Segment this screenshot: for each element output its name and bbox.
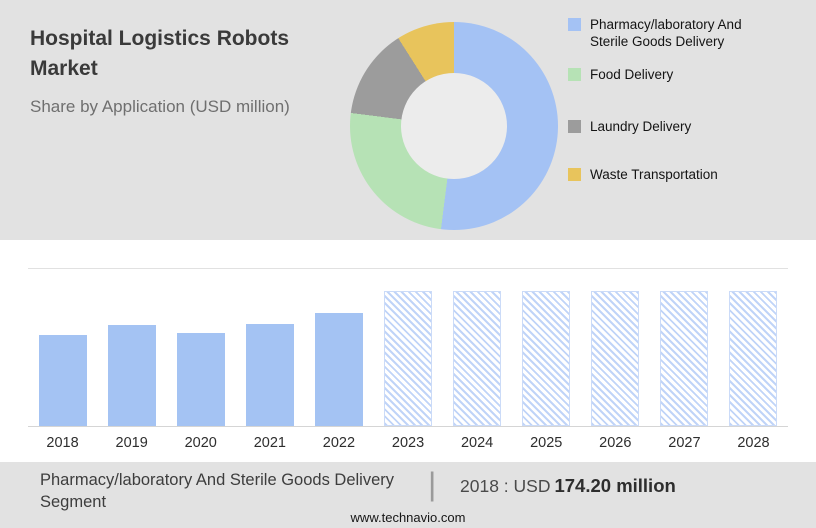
legend-item: Pharmacy/laboratory And Sterile Goods De… (568, 16, 755, 51)
bar-slot (97, 269, 166, 426)
bar-chart-section: 2018 2019 2020 2021 2022 2023 2024 2025 2026 2027… (0, 240, 816, 462)
x-axis-label: 2026 (599, 435, 632, 451)
history-bar (107, 325, 156, 426)
forecast-bar (453, 290, 502, 426)
legend-item: Food Delivery (568, 66, 673, 83)
website-link[interactable]: www.technavio.com (350, 510, 466, 525)
history-bar (245, 323, 294, 426)
legend-item: Waste Transportation (568, 166, 718, 183)
bar-slot (581, 269, 650, 426)
bar-slot (304, 269, 373, 426)
x-axis-label: 2021 (253, 435, 286, 451)
header-panel: Hospital Logistics Robots Market Share b… (0, 0, 816, 240)
bar-slot (235, 269, 304, 426)
legend-swatch (568, 68, 581, 81)
forecast-bar (729, 290, 778, 426)
legend-swatch (568, 168, 581, 181)
x-axis-label: 2025 (530, 435, 563, 451)
legend-label: Waste Transportation (590, 167, 718, 182)
footer-panel: Pharmacy/laboratory And Sterile Goods De… (0, 462, 816, 528)
bar-slot (166, 269, 235, 426)
x-axis-label: 2027 (668, 435, 701, 451)
legend-item: Laundry Delivery (568, 118, 691, 135)
page-subtitle: Share by Application (USD million) (30, 96, 290, 116)
bar-slot (719, 269, 788, 426)
bar-slot (650, 269, 719, 426)
bar-slot (443, 269, 512, 426)
bar-slot (373, 269, 442, 426)
value-line: 2018 : USD 174.20 million (460, 475, 676, 497)
legend-swatch (568, 120, 581, 133)
history-bar (176, 332, 225, 426)
legend-label: Food Delivery (590, 67, 674, 82)
legend-label: Pharmacy/laboratory And Sterile Goods De… (590, 17, 742, 50)
bar-slot (28, 269, 97, 426)
page-title: Hospital Logistics Robots Market (30, 27, 290, 80)
forecast-bar (522, 290, 571, 426)
bar-slot (512, 269, 581, 426)
x-axis-label: 2024 (460, 435, 494, 451)
footer-divider: | (428, 466, 437, 502)
x-axis-label: 2022 (322, 435, 356, 451)
forecast-bar (591, 290, 640, 426)
x-axis-label: 2028 (737, 435, 770, 451)
x-axis-label: 2019 (115, 435, 148, 451)
history-bar (314, 312, 363, 426)
forecast-bar (384, 290, 433, 426)
bar-plot (28, 268, 788, 427)
donut-hole (401, 73, 507, 179)
segment-label: Pharmacy/laboratory And Sterile Goods De… (40, 471, 394, 512)
history-bar (38, 334, 87, 426)
legend-swatch (568, 18, 581, 31)
x-axis-label: 2020 (184, 435, 217, 451)
legend-label: Laundry Delivery (590, 119, 692, 134)
title-block: Hospital Logistics Robots Market Share b… (30, 24, 300, 118)
x-axis-label: 2023 (391, 435, 425, 451)
forecast-bar (660, 290, 709, 426)
donut-chart (350, 22, 558, 230)
value-prefix: 2018 : USD (460, 476, 551, 496)
donut-legend: Pharmacy/laboratory And Sterile Goods De… (568, 16, 783, 226)
value-amount: 174.20 million (554, 475, 676, 496)
x-axis-labels: 2018 2019 2020 2021 2022 2023 2024 2025 2026 2027… (28, 429, 788, 451)
x-axis-label: 2018 (46, 435, 79, 451)
